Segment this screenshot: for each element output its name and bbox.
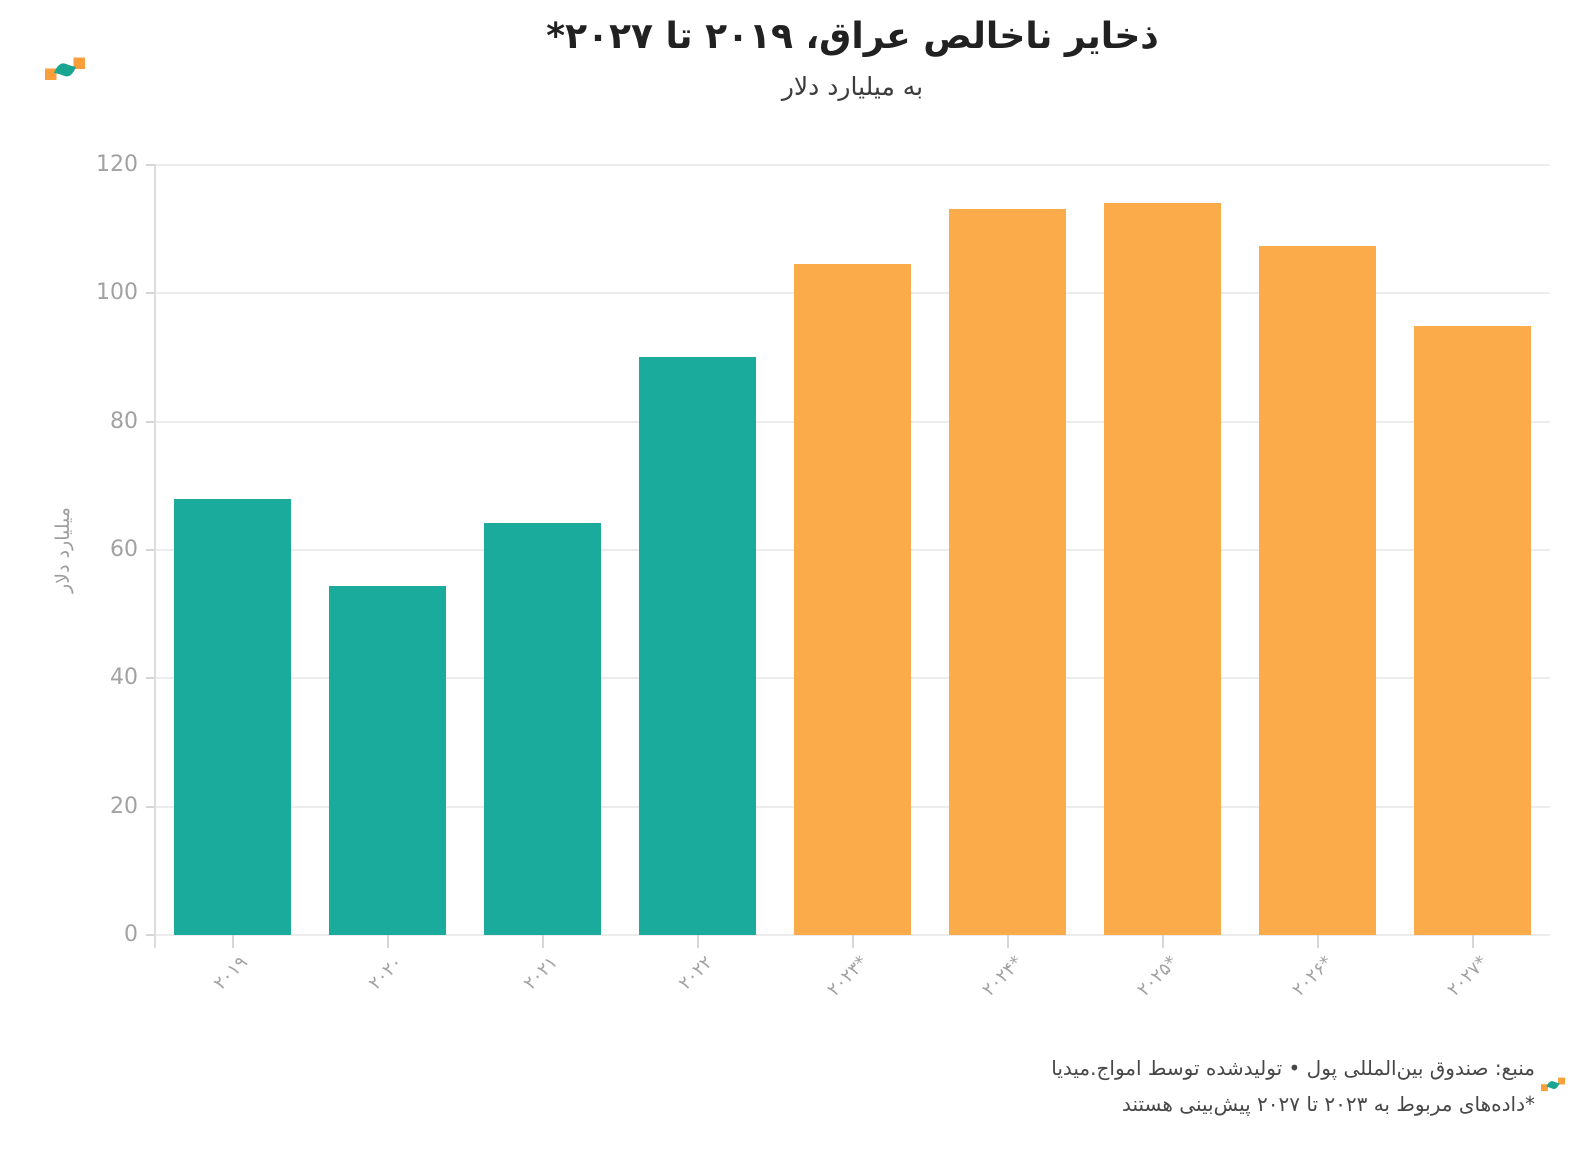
y-tick-mark: [146, 420, 155, 423]
x-tick-label: ۲۰۲۳*: [822, 952, 872, 1001]
x-tick-mark: [541, 935, 544, 948]
source-line: منبع: صندوق بین‌المللی پول • تولیدشده تو…: [1051, 1056, 1535, 1080]
bar-1: [174, 498, 291, 935]
bar-5: [794, 263, 911, 935]
y-tick-label: 0: [124, 922, 138, 947]
bar-6: [949, 209, 1066, 935]
y-tick-mark: [146, 292, 155, 295]
x-tick-label: ۲۰۲۶*: [1287, 952, 1337, 1001]
y-tick-mark: [146, 805, 155, 808]
x-tick-mark: [386, 935, 389, 948]
bar-9: [1414, 326, 1531, 935]
bar-8: [1259, 245, 1376, 935]
y-tick-label: 120: [96, 152, 138, 177]
x-tick-mark: [1006, 935, 1009, 948]
x-tick-label: ۲۰۲۲: [674, 952, 717, 995]
x-tick-mark: [1161, 935, 1164, 948]
y-tick-label: 80: [110, 408, 138, 434]
x-tick-label: ۲۰۲۵*: [1132, 952, 1182, 1001]
x-tick-label: ۲۰۲۷*: [1442, 952, 1492, 1001]
y-tick-label: 60: [110, 537, 138, 562]
chart-title: ذخایر ناخالص عراق، ۲۰۱۹ تا ۲۰۲۷*: [546, 16, 1159, 57]
forecast-note-line: *داده‌های مربوط به ۲۰۲۳ تا ۲۰۲۷ پیش‌بینی…: [1121, 1092, 1535, 1116]
y-gridline: [155, 164, 1550, 166]
amwaj-media-logo-small-icon: [1541, 1077, 1565, 1092]
y-tick-mark: [146, 549, 155, 551]
bar-4: [639, 356, 756, 935]
footer-notes: منبع: صندوق بین‌المللی پول • تولیدشده تو…: [1051, 1050, 1535, 1122]
bar-2: [329, 585, 446, 935]
x-tick-label: ۲۰۲۱: [519, 952, 562, 995]
x-tick-mark: [1316, 935, 1319, 948]
y-tick-mark: [146, 934, 155, 936]
x-tick-label: ۲۰۲۰: [364, 952, 407, 995]
y-tick-mark: [146, 164, 155, 166]
x-tick-mark: [1471, 935, 1474, 948]
bar-7: [1104, 202, 1221, 935]
y-tick-label: 100: [96, 280, 138, 306]
x-tick-mark: [231, 935, 234, 948]
bar-3: [484, 523, 601, 935]
amwaj-media-logo-icon: [45, 57, 85, 80]
x-tick-label: ۲۰۲۴*: [977, 952, 1027, 1001]
y-tick-mark: [146, 677, 155, 680]
x-tick-label: ۲۰۱۹: [209, 952, 252, 995]
y-axis-spine: [154, 165, 156, 948]
y-tick-label: 40: [110, 665, 138, 691]
chart-subtitle: به میلیارد دلار: [781, 72, 924, 101]
y-tick-label: 20: [110, 793, 138, 819]
x-tick-mark: [696, 935, 699, 948]
x-tick-mark: [851, 935, 854, 948]
